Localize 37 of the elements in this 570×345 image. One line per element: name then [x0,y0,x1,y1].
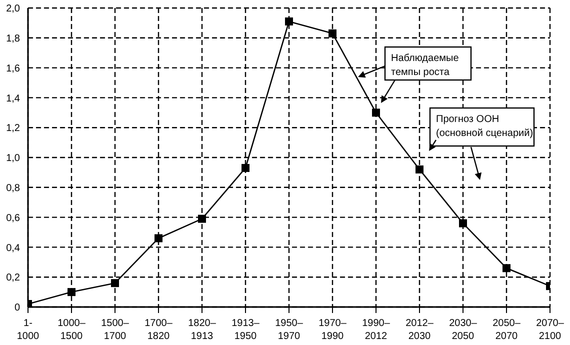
point [154,234,162,242]
point [111,279,119,288]
point [198,214,206,223]
point [242,164,250,172]
x-tick-label: 2012–2030 [406,318,434,342]
point [68,288,76,296]
y-tick-label: 1,6 [6,63,20,74]
point [328,29,336,38]
y-tick-label: 1,8 [6,33,20,44]
x-tick-label: 2070–2100 [536,318,564,342]
point [416,165,424,174]
x-tick-label: 1000–1500 [58,318,86,342]
y-tick-label: 0,4 [6,242,20,254]
y-tick-label: 1,2 [6,123,20,134]
y-tick-label: 0 [14,302,20,314]
annotation: Прогноз ООН (основной сценарий) [436,114,534,139]
x-tick-label: 1970–1990 [318,318,347,342]
y-tick-label: 0,2 [6,272,20,284]
x-tick-label: 1913–1950 [232,318,260,342]
x-tick-label: 1-1000 [16,318,40,342]
x-tick-label: 1500–1700 [101,318,130,342]
x-tick-label: 1950–1970 [275,318,304,342]
point [502,264,510,272]
point [459,219,467,228]
x-tick-label: 1820–1913 [188,318,216,342]
y-tick-label: 2,0 [6,4,20,15]
y-tick-label: 1,0 [6,153,20,164]
point [372,108,380,117]
x-tick-label: 1700–1820 [144,318,173,342]
y-tick-label: 0,8 [6,182,20,194]
x-tick-label: 2030–2050 [449,318,478,342]
y-tick-label: 0,6 [6,212,20,224]
y-tick-label: 1,4 [6,93,20,104]
x-tick-label: 1990–2012 [362,318,390,342]
point [285,17,293,26]
annotation: Наблюдаемые темпы роста [391,53,460,78]
x-tick-label: 2050–2070 [492,318,521,342]
